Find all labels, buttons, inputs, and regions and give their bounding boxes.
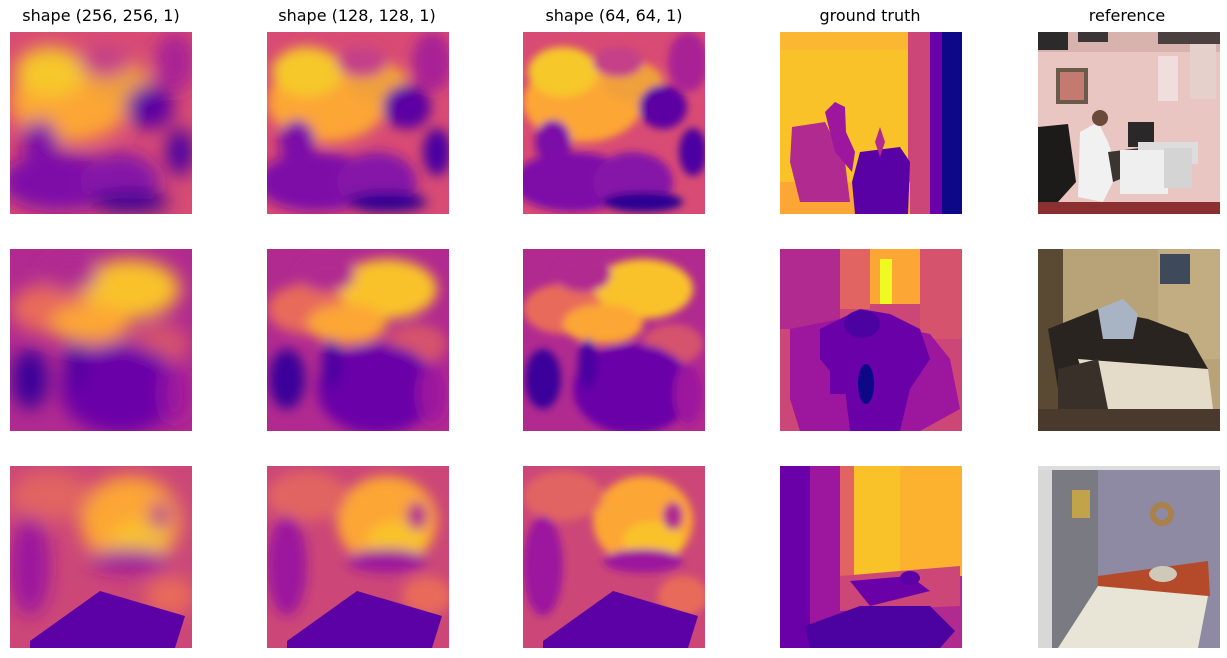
reference-image-row2 (1038, 249, 1220, 431)
depth-prediction-64-row3 (523, 466, 705, 648)
depth-prediction-256-row2 (10, 249, 192, 431)
depth-prediction-256-row3 (10, 466, 192, 648)
depth-prediction-128-row1 (267, 32, 449, 214)
depth-prediction-64-row2 (523, 249, 705, 431)
reference-image-row1 (1038, 32, 1220, 214)
depth-prediction-128-row3 (267, 466, 449, 648)
column-title-ground-truth: ground truth (819, 6, 921, 25)
column-title-64: shape (64, 64, 1) (545, 6, 683, 25)
column-title-256: shape (256, 256, 1) (22, 6, 180, 25)
depth-prediction-64-row1 (523, 32, 705, 214)
column-title-128: shape (128, 128, 1) (278, 6, 436, 25)
ground-truth-depth-row1 (780, 32, 962, 214)
depth-prediction-128-row2 (267, 249, 449, 431)
ground-truth-depth-row3 (780, 466, 962, 648)
depth-prediction-256-row1 (10, 32, 192, 214)
ground-truth-depth-row2 (780, 249, 962, 431)
reference-image-row3 (1038, 466, 1220, 648)
column-title-reference: reference (1088, 6, 1166, 25)
